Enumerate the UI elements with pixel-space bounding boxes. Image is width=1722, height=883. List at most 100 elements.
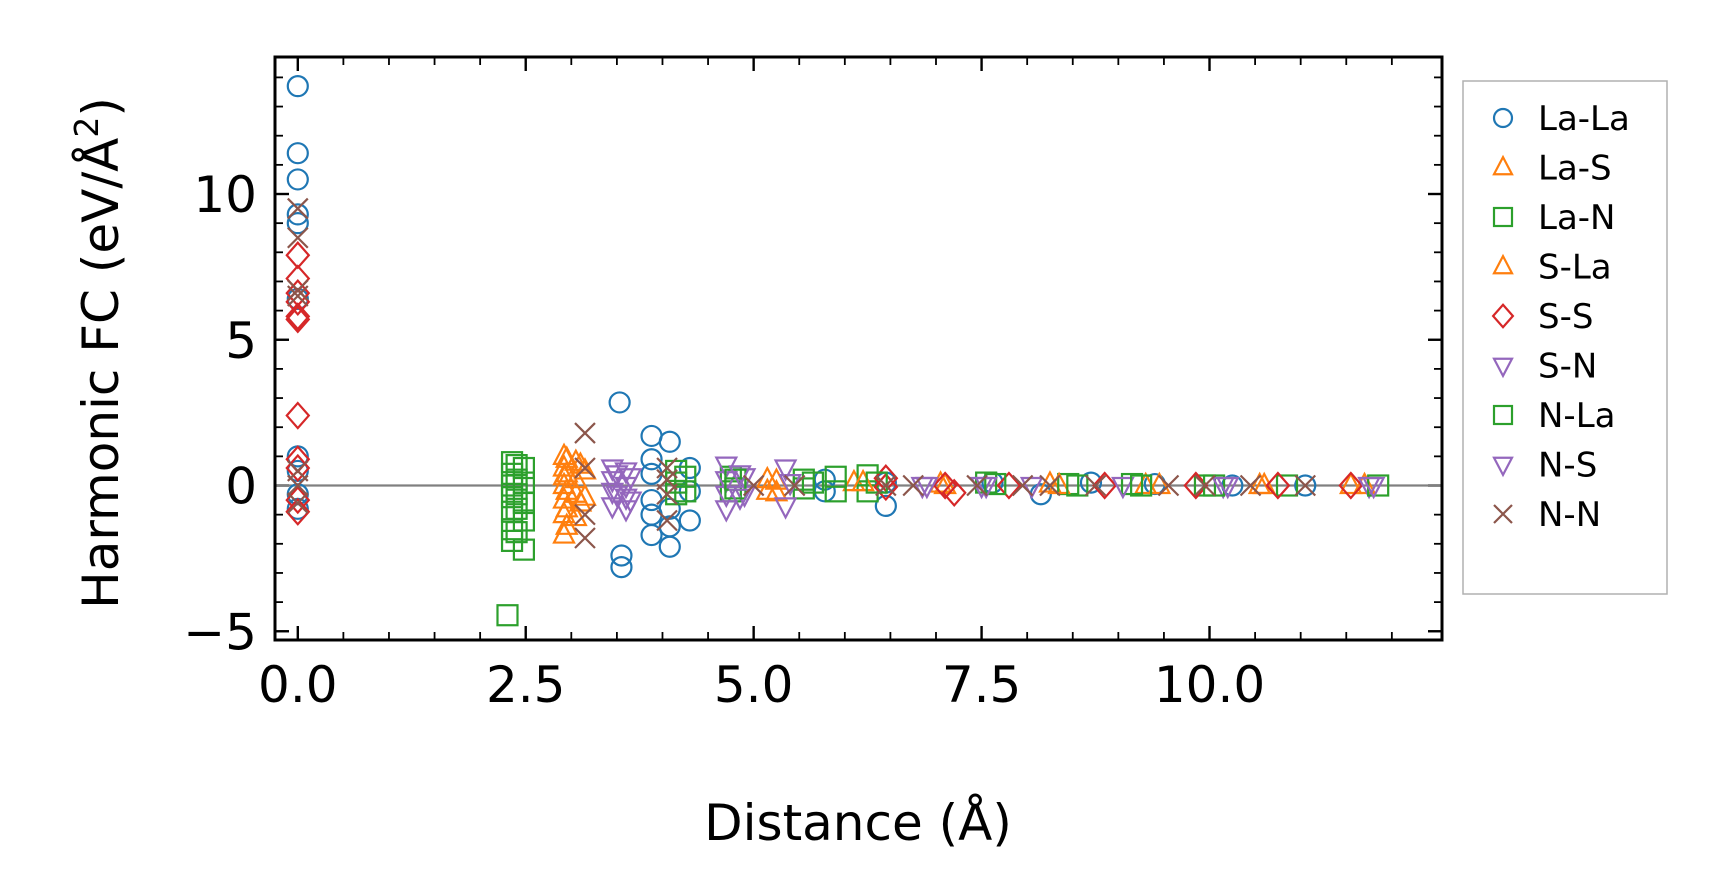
data-point <box>574 527 596 549</box>
data-point <box>1361 476 1386 500</box>
series-n-n <box>287 197 1317 549</box>
data-point <box>742 474 765 497</box>
x-tick-label: 10.0 <box>1154 656 1265 714</box>
data-point <box>500 462 524 485</box>
data-point <box>285 401 311 430</box>
data-point <box>1079 471 1103 494</box>
data-point <box>554 445 579 468</box>
data-point <box>640 448 663 471</box>
data-point <box>728 488 752 512</box>
data-point <box>1111 476 1135 500</box>
x-tick-labels: 0.0 2.5 5.0 7.5 10.0 <box>258 656 1265 714</box>
data-point <box>1039 474 1061 497</box>
data-point <box>678 509 701 532</box>
data-point <box>865 471 888 494</box>
legend-item: N-La <box>1492 396 1615 436</box>
legend-label: La-S <box>1538 149 1612 189</box>
legend-item: La-N <box>1492 198 1615 238</box>
data-point <box>1047 471 1071 495</box>
data-point <box>783 474 806 497</box>
data-point <box>618 468 643 491</box>
data-point <box>1092 471 1118 500</box>
legend-item: La-S <box>1492 149 1612 189</box>
legend-marker <box>1492 357 1514 379</box>
data-point <box>600 459 625 482</box>
legend-item: S-La <box>1492 248 1612 288</box>
data-point <box>285 497 311 526</box>
data-point <box>574 503 596 526</box>
data-point <box>678 456 701 480</box>
legend-item: La-La <box>1492 99 1630 139</box>
data-point <box>500 529 524 552</box>
data-point <box>658 430 681 453</box>
x-tick-label: 7.5 <box>942 656 1022 714</box>
data-point <box>287 197 309 220</box>
data-point <box>505 454 528 477</box>
legend-label: S-N <box>1538 347 1597 387</box>
data-point <box>574 457 596 479</box>
data-point <box>287 492 309 514</box>
legend-label: La-N <box>1538 198 1615 238</box>
data-point <box>873 472 899 502</box>
data-point <box>902 474 924 497</box>
data-point <box>1339 471 1363 495</box>
data-point <box>286 212 309 235</box>
data-point <box>610 544 633 567</box>
data-point <box>1011 474 1034 497</box>
data-point <box>505 521 528 544</box>
data-point <box>656 483 678 506</box>
data-point <box>640 503 663 526</box>
data-point <box>875 474 897 497</box>
data-point <box>640 523 663 547</box>
legend-label: S-S <box>1538 297 1593 337</box>
legend-marker <box>1492 107 1514 129</box>
data-point <box>1130 474 1153 497</box>
y-axis-label: Harmonic FC (eV/Å2) <box>67 97 130 609</box>
plot-area-frame <box>273 55 1444 642</box>
data-point <box>512 538 535 561</box>
legend-item: S-S <box>1491 297 1593 337</box>
data-point <box>285 241 311 270</box>
data-point <box>618 491 643 514</box>
data-point <box>1066 474 1089 497</box>
y-tick-label: 10 <box>193 166 257 224</box>
data-point <box>801 471 825 494</box>
data-point <box>574 422 596 444</box>
data-point <box>1275 474 1299 497</box>
data-point <box>287 285 309 307</box>
data-points <box>285 75 1390 627</box>
data-point <box>1084 474 1107 497</box>
data-point <box>874 494 897 518</box>
legend-label: S-La <box>1538 248 1612 288</box>
series-s-la <box>554 445 1377 535</box>
legend-marker <box>1492 456 1514 478</box>
data-point <box>505 497 528 520</box>
data-point <box>512 509 535 532</box>
data-point <box>573 483 597 506</box>
data-point <box>512 491 535 515</box>
legend-item: S-N <box>1492 347 1597 387</box>
legend-label: N-S <box>1538 446 1597 486</box>
legend-marker <box>1492 154 1514 176</box>
data-point <box>1294 474 1317 497</box>
data-point <box>656 509 678 532</box>
data-point <box>824 480 847 503</box>
axis-ticks <box>275 57 1442 640</box>
data-point <box>500 486 524 509</box>
legend-marker <box>1492 206 1514 228</box>
legend-label: N-La <box>1538 396 1615 436</box>
data-point <box>773 497 798 520</box>
x-tick-label: 0.0 <box>258 656 338 714</box>
data-point <box>674 480 697 503</box>
legend-marker <box>1492 404 1514 426</box>
data-point <box>505 483 528 506</box>
data-point <box>500 451 524 474</box>
legend-marker <box>1493 504 1513 524</box>
data-point <box>614 462 638 485</box>
y-tick-label: −5 <box>183 603 257 661</box>
legend-label: N-N <box>1538 495 1601 535</box>
data-point <box>286 142 309 165</box>
data-point <box>974 476 998 500</box>
data-point <box>554 512 579 535</box>
